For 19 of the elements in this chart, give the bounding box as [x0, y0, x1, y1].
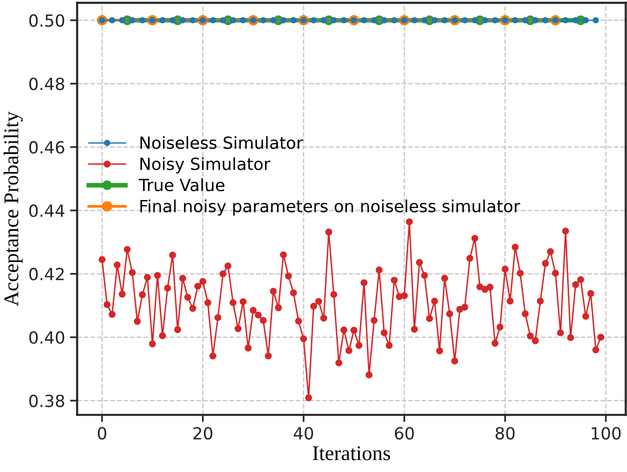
legend-label: Final noisy parameters on noiseless simulator: [140, 200, 520, 216]
x-tick-label: 100: [592, 426, 621, 440]
x-tick-label: 20: [193, 426, 212, 440]
y-tick-label: 0.48: [29, 78, 64, 90]
x-tick-label: 0: [98, 426, 106, 440]
x-axis-title: Iterations: [312, 446, 390, 460]
y-axis-title: Acceptance Probability: [4, 111, 23, 306]
legend-label: Noiseless Simulator: [140, 136, 304, 150]
y-tick-label: 0.44: [29, 204, 64, 218]
legend-label: Noisy Simulator: [140, 157, 270, 174]
x-tick-label: 40: [294, 426, 314, 440]
x-tick-label: 60: [394, 426, 414, 440]
x-tick-label: 80: [496, 426, 515, 440]
y-tick-label: 0.38: [29, 394, 64, 408]
y-tick-label: 0.40: [29, 331, 64, 344]
y-tick-label: 0.46: [29, 141, 64, 154]
legend-label: True Value: [138, 178, 224, 192]
y-tick-label: 0.50: [29, 14, 64, 27]
y-tick-label: 0.42: [29, 268, 64, 280]
